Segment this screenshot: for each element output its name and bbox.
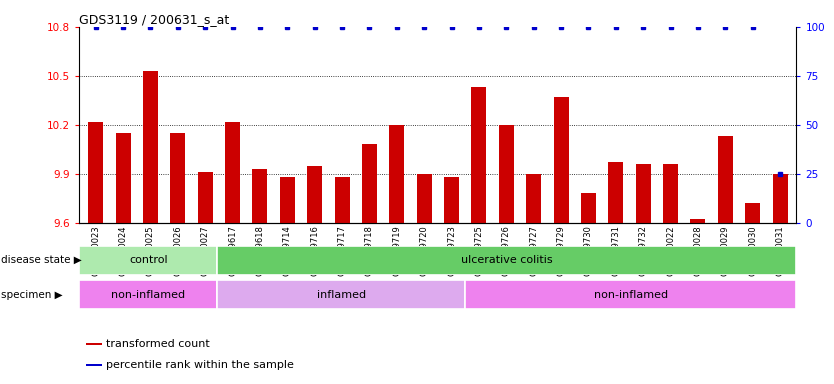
Bar <box>225 122 240 223</box>
Text: disease state ▶: disease state ▶ <box>1 255 82 265</box>
Text: specimen ▶: specimen ▶ <box>1 290 63 300</box>
Text: non-inflamed: non-inflamed <box>111 290 185 300</box>
Bar <box>170 133 185 223</box>
Bar <box>636 164 651 223</box>
Bar <box>253 169 268 223</box>
Text: percentile rank within the sample: percentile rank within the sample <box>107 360 294 370</box>
Bar <box>115 133 131 223</box>
Bar <box>334 177 349 223</box>
Bar <box>499 125 514 223</box>
Bar <box>465 280 796 309</box>
Text: GDS3119 / 200631_s_at: GDS3119 / 200631_s_at <box>79 13 229 26</box>
Bar <box>88 122 103 223</box>
Bar <box>389 125 404 223</box>
Text: ulcerative colitis: ulcerative colitis <box>461 255 553 265</box>
Bar <box>608 162 623 223</box>
Bar <box>718 136 733 223</box>
Bar <box>217 280 465 309</box>
Bar <box>362 144 377 223</box>
Bar <box>279 177 294 223</box>
Bar <box>581 194 596 223</box>
Bar <box>526 174 541 223</box>
Bar <box>745 203 761 223</box>
Bar <box>198 172 213 223</box>
Bar <box>87 343 103 345</box>
Bar <box>444 177 459 223</box>
Text: control: control <box>129 255 168 265</box>
Bar <box>691 220 706 223</box>
Bar <box>79 280 217 309</box>
Bar <box>772 174 787 223</box>
Bar <box>471 87 486 223</box>
Bar <box>217 246 796 275</box>
Bar <box>307 166 322 223</box>
Bar <box>79 246 217 275</box>
Bar <box>417 174 432 223</box>
Bar <box>143 71 158 223</box>
Bar <box>87 364 103 366</box>
Text: transformed count: transformed count <box>107 339 210 349</box>
Text: non-inflamed: non-inflamed <box>594 290 668 300</box>
Text: inflamed: inflamed <box>317 290 366 300</box>
Bar <box>554 97 569 223</box>
Bar <box>663 164 678 223</box>
